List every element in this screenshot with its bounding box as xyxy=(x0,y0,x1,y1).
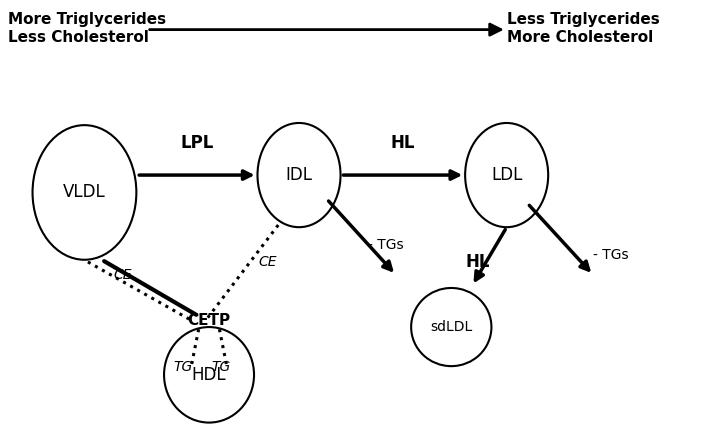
Text: More Cholesterol: More Cholesterol xyxy=(507,30,653,45)
Text: LDL: LDL xyxy=(491,166,522,184)
Text: TG: TG xyxy=(212,360,231,374)
Text: CE: CE xyxy=(114,268,132,282)
Text: - TGs: - TGs xyxy=(592,248,628,262)
Text: sdLDL: sdLDL xyxy=(430,320,472,334)
Text: LPL: LPL xyxy=(181,134,214,152)
Text: - TGs: - TGs xyxy=(368,238,403,252)
Text: CE: CE xyxy=(259,255,277,269)
Text: HDL: HDL xyxy=(191,366,226,384)
Text: More Triglycerides: More Triglycerides xyxy=(8,12,166,27)
Text: HL: HL xyxy=(465,253,490,271)
Text: Less Triglycerides: Less Triglycerides xyxy=(507,12,660,27)
Text: CETP: CETP xyxy=(187,313,231,328)
Text: Less Cholesterol: Less Cholesterol xyxy=(8,30,149,45)
Text: HL: HL xyxy=(390,134,415,152)
Text: IDL: IDL xyxy=(285,166,313,184)
Text: VLDL: VLDL xyxy=(63,184,106,201)
Text: TG: TG xyxy=(174,360,193,374)
